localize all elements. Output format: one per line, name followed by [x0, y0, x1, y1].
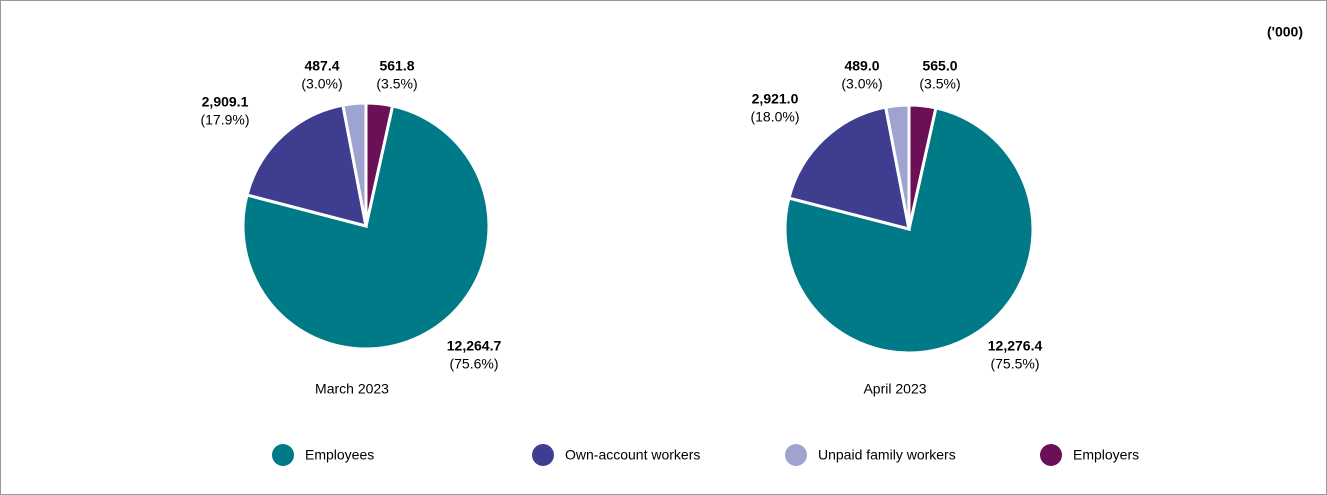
- percent-label: (3.0%): [301, 76, 342, 92]
- value-label: 487.4: [304, 58, 339, 74]
- percent-label: (75.6%): [449, 356, 498, 372]
- percent-label: (75.5%): [990, 356, 1039, 372]
- percent-label: (17.9%): [200, 112, 249, 128]
- legend-label: Employees: [305, 447, 374, 463]
- legend-swatch: [272, 444, 294, 466]
- legend-label: Own-account workers: [565, 447, 700, 463]
- value-label: 565.0: [922, 58, 957, 74]
- value-label: 12,276.4: [988, 338, 1043, 354]
- legend-label: Employers: [1073, 447, 1139, 463]
- value-label: 2,921.0: [752, 91, 799, 107]
- percent-label: (18.0%): [750, 109, 799, 125]
- value-label: 2,909.1: [202, 94, 249, 110]
- legend-swatch: [532, 444, 554, 466]
- pie-slice: [907, 103, 938, 230]
- percent-label: (3.5%): [376, 76, 417, 92]
- chart-title: April 2023: [863, 381, 926, 397]
- pie-slice: [787, 105, 911, 232]
- unit-note: ('000): [1267, 24, 1303, 40]
- legend-swatch: [1040, 444, 1062, 466]
- value-label: 489.0: [844, 58, 879, 74]
- percent-label: (3.0%): [841, 76, 882, 92]
- pie-slice: [245, 103, 368, 229]
- legend-swatch: [785, 444, 807, 466]
- value-label: 12,264.7: [447, 338, 502, 354]
- percent-label: (3.5%): [919, 76, 960, 92]
- chart-title: March 2023: [315, 381, 389, 397]
- pie-slice: [364, 101, 395, 227]
- legend-label: Unpaid family workers: [818, 447, 956, 463]
- value-label: 561.8: [379, 58, 414, 74]
